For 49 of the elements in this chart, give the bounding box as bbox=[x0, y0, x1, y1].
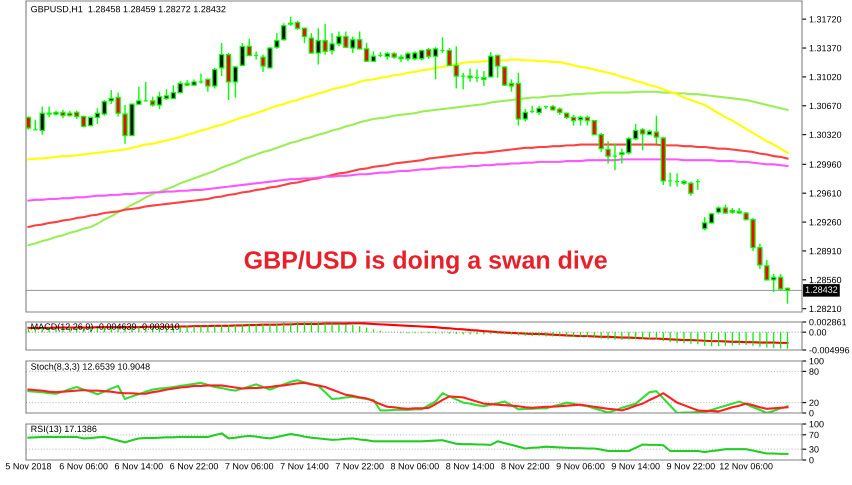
y-tick-label: 1.28910 bbox=[810, 248, 842, 254]
y-tick-label: 0 bbox=[809, 410, 814, 416]
line-series bbox=[27, 90, 789, 246]
line-series bbox=[27, 158, 789, 202]
x-tick-label: 8 Nov 06:00 bbox=[390, 463, 439, 470]
candlestick bbox=[536, 105, 542, 116]
y-tick-label: 1.31720 bbox=[810, 16, 842, 23]
y-tick-label: 20 bbox=[809, 400, 819, 406]
candlestick bbox=[26, 116, 32, 130]
x-tick-label: 6 Nov 06:00 bbox=[60, 463, 108, 470]
x-tick-label: 7 Nov 14:00 bbox=[280, 463, 328, 470]
x-tick-label: 6 Nov 14:00 bbox=[114, 463, 163, 470]
x-tick-label: 5 Nov 2018 bbox=[6, 463, 52, 470]
y-tick-label: 1.31020 bbox=[810, 74, 842, 80]
x-tick-label: 7 Nov 22:00 bbox=[336, 463, 384, 470]
y-tick-label: 0.002861 bbox=[809, 318, 846, 326]
y-tick-label: 100 bbox=[810, 420, 824, 428]
y-tick-label: 100 bbox=[810, 358, 824, 364]
line-series bbox=[27, 322, 789, 344]
x-tick-label: 9 Nov 06:00 bbox=[556, 463, 604, 470]
x-tick-label: 6 Nov 22:00 bbox=[170, 463, 218, 470]
y-tick-label: 30 bbox=[809, 446, 819, 453]
x-tick-label: 9 Nov 22:00 bbox=[666, 463, 715, 470]
annotation: GBP/USD is doing a swan dive bbox=[244, 250, 607, 274]
chart-title: GBPUSD,H1 1.28458 1.28459 1.28272 1.28432 bbox=[31, 6, 226, 14]
y-tick-label: 1.30670 bbox=[810, 102, 842, 110]
y-tick-label: -0.004996 bbox=[809, 346, 850, 354]
y-tick-label: 70 bbox=[809, 432, 819, 438]
x-tick-label: 8 Nov 22:00 bbox=[501, 463, 550, 470]
y-tick-label: 1.29610 bbox=[810, 190, 842, 197]
y-tick-label: 80 bbox=[809, 368, 819, 375]
y-tick-label: 1.29260 bbox=[810, 219, 842, 226]
y-tick-label: 1.28210 bbox=[810, 306, 842, 312]
y-tick-label: 1.30320 bbox=[810, 132, 842, 138]
y-tick-label: 0.00 bbox=[809, 329, 826, 336]
y-tick-label: 1.28560 bbox=[810, 276, 842, 284]
x-tick-label: 9 Nov 14:00 bbox=[612, 463, 660, 470]
chart-title: RSI(13) 17.1386 bbox=[31, 425, 97, 434]
ref-line-label: 1.28432 bbox=[806, 286, 838, 293]
chart-title: Stoch(8,3,3) 12.6539 10.9048 bbox=[31, 363, 150, 372]
y-tick-label: 1.29960 bbox=[810, 161, 842, 168]
candlestick bbox=[467, 68, 473, 83]
x-tick-label: 12 Nov 06:00 bbox=[720, 463, 773, 470]
y-tick-label: 0 bbox=[809, 456, 814, 464]
x-tick-label: 7 Nov 06:00 bbox=[225, 463, 274, 470]
line-series bbox=[27, 432, 789, 455]
candlestick bbox=[302, 26, 308, 44]
x-tick-label: 8 Nov 14:00 bbox=[446, 463, 494, 470]
y-tick-label: 1.31370 bbox=[810, 44, 842, 52]
